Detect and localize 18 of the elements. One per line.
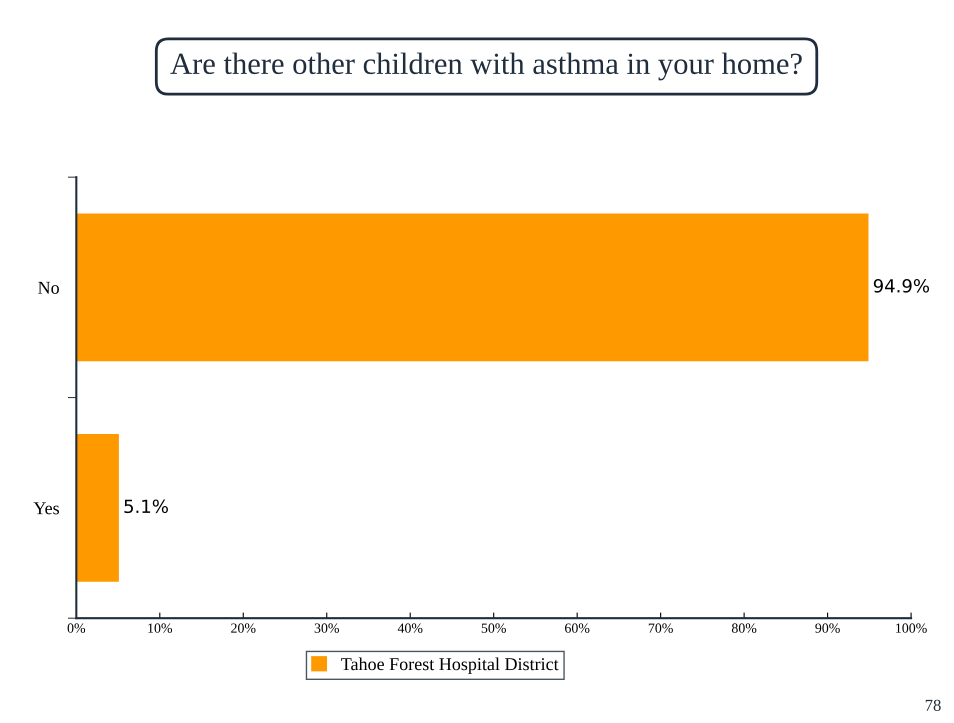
x-tick-label: 90%	[815, 623, 840, 633]
x-tick-label: 60%	[565, 623, 590, 633]
legend-label: Tahoe Forest Hospital District	[341, 658, 559, 674]
text: 78	[926, 700, 941, 711]
x-tick-label: 100%	[896, 623, 927, 633]
x-tick-label: 0%	[68, 623, 86, 633]
y-tick-label: Yes	[34, 502, 59, 514]
x-tick-label: 40%	[398, 623, 422, 633]
x-tick-label: 20%	[231, 623, 256, 633]
y-tick-label: No	[38, 282, 59, 294]
x-tick-label: 80%	[732, 623, 756, 633]
x-tick-label: 30%	[314, 623, 339, 633]
x-tick-label: 50%	[482, 623, 506, 633]
data-label: 5.1%	[124, 499, 168, 514]
x-tick-label: 10%	[148, 623, 172, 633]
chart-title: Are there other children with asthma in your home?	[170, 52, 802, 80]
x-tick-label: 70%	[648, 623, 673, 633]
data-label: 94.9%	[874, 278, 930, 293]
